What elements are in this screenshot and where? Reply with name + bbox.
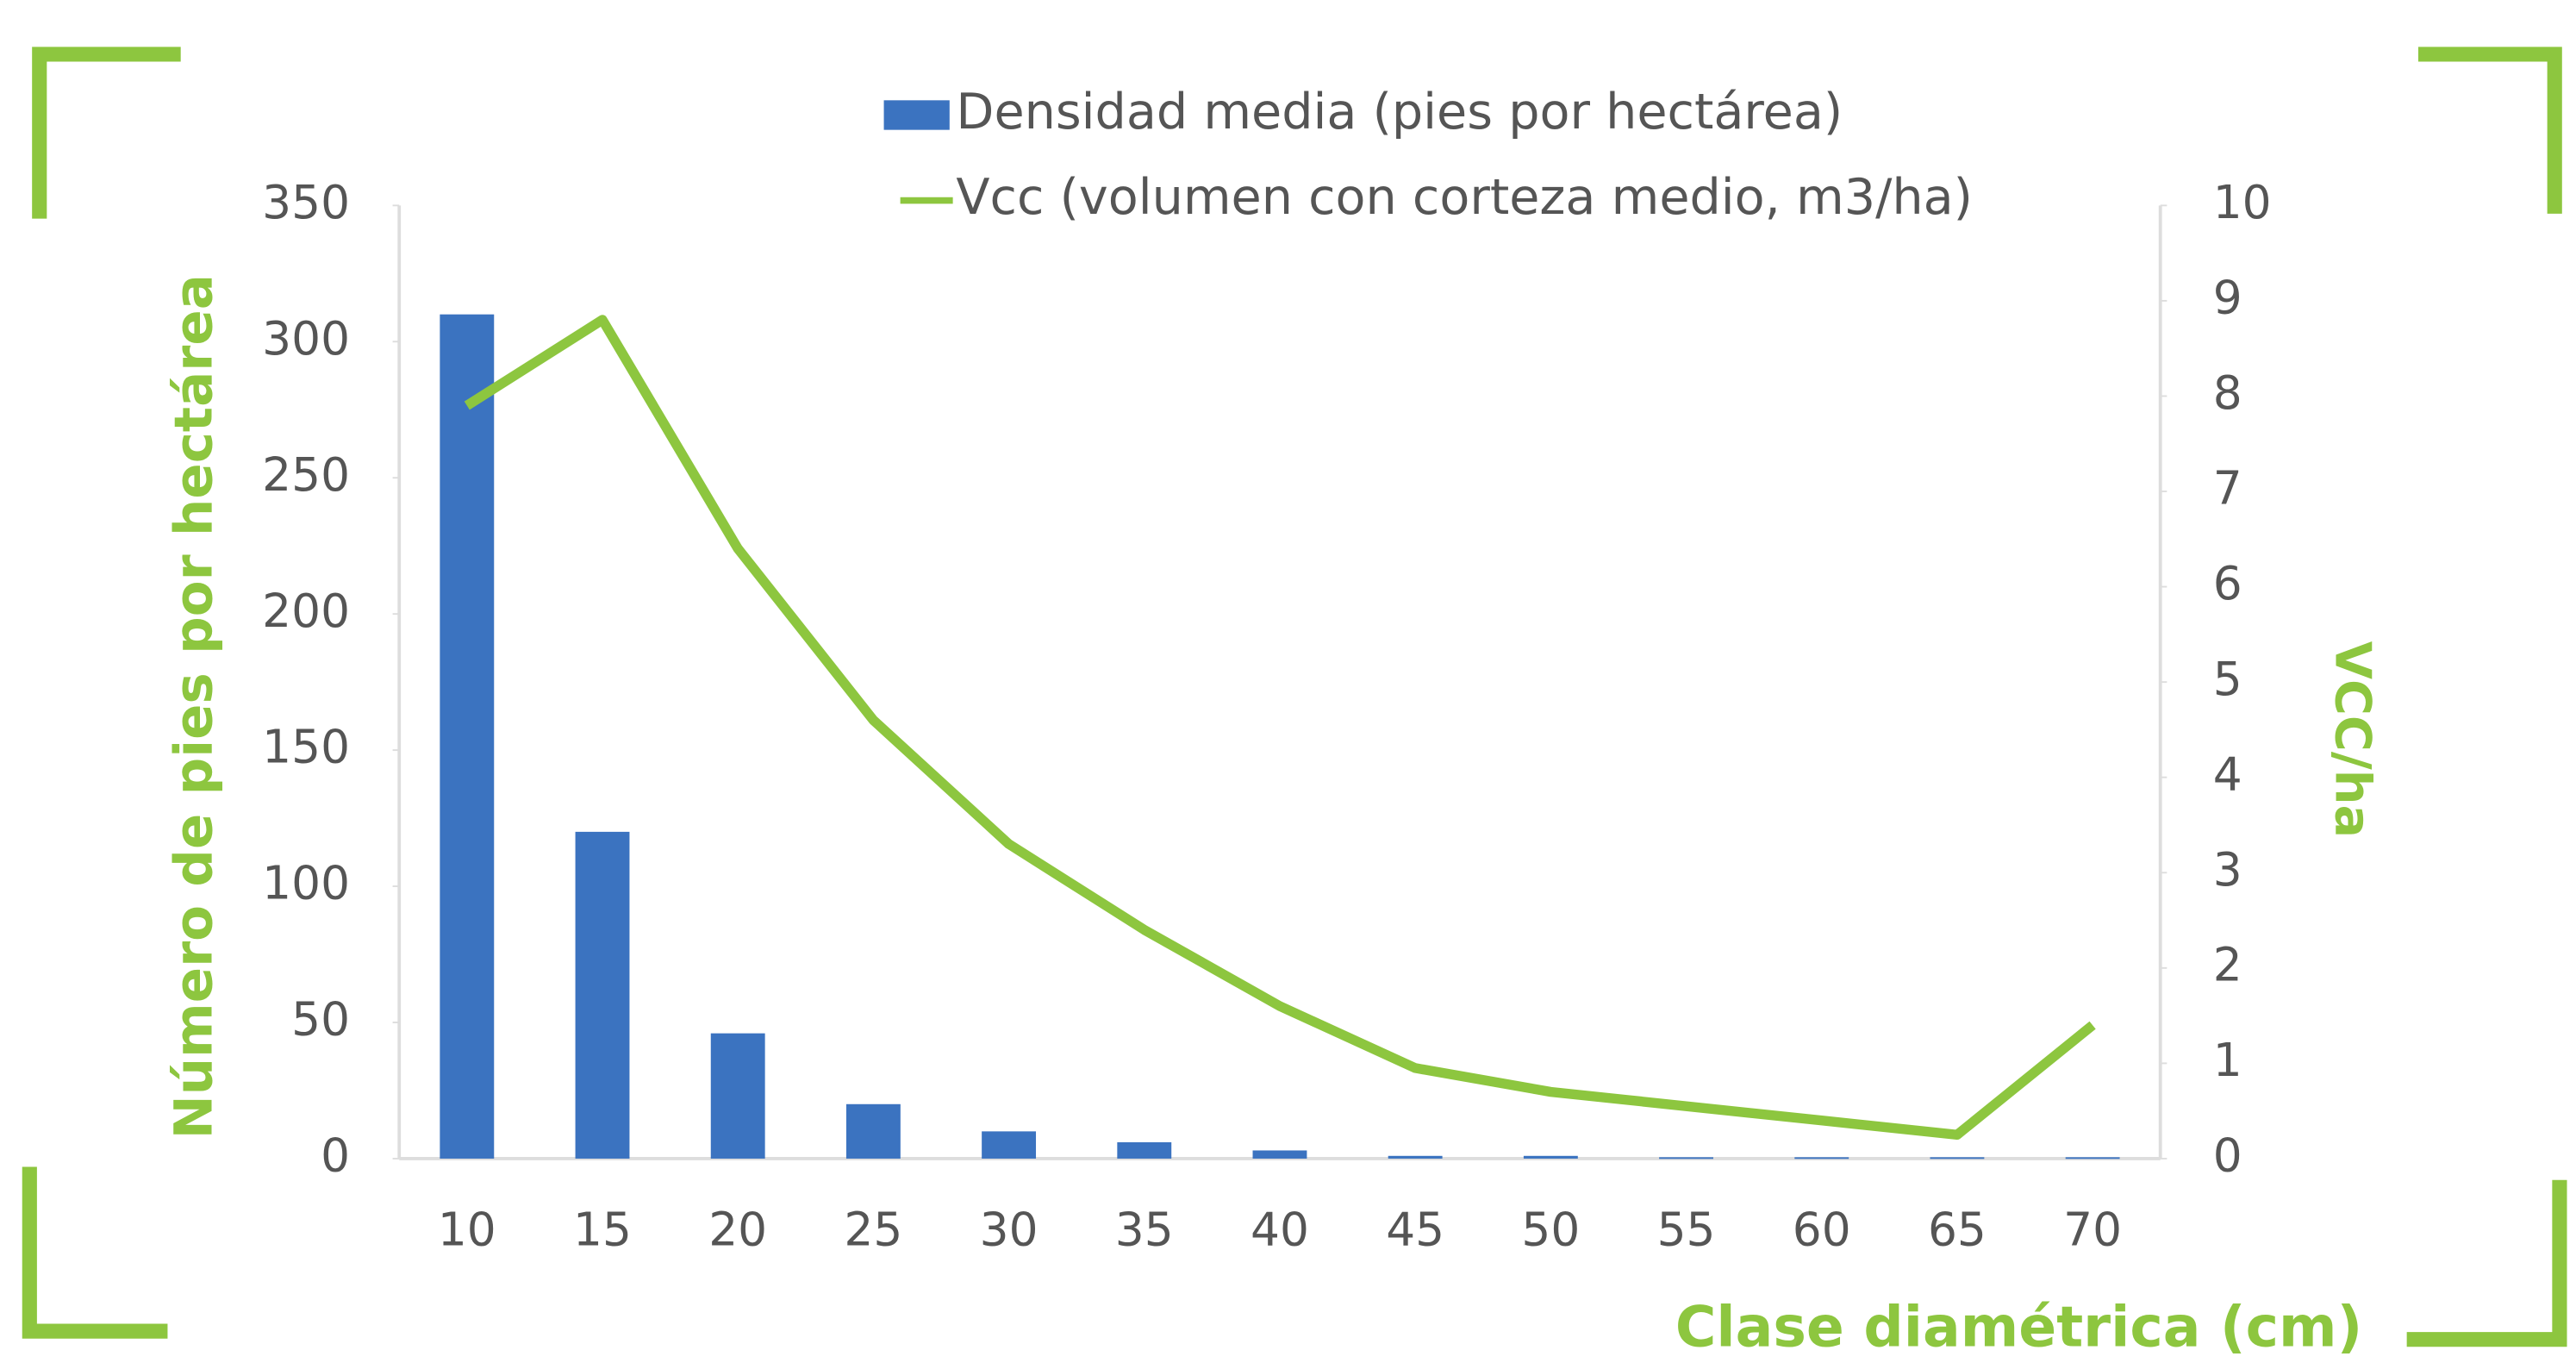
x-tick-label: 70 [2063,1202,2122,1256]
y-tick-label: 50 [291,992,350,1047]
y-tick-label: 200 [262,584,350,638]
y-tick-label: 0 [321,1128,350,1183]
x-tick-label: 15 [573,1202,632,1256]
bar [1523,1155,1578,1159]
legend-swatch [883,100,950,130]
y2-axis-title: VCC/ha [2323,641,2380,838]
y2-tick-label: 10 [2213,175,2272,229]
x-tick-label: 60 [1793,1202,1851,1256]
bar [1659,1157,1713,1160]
bracket [22,1166,168,1339]
y2-tick-label: 0 [2213,1128,2242,1183]
x-tick-label: 55 [1657,1202,1716,1256]
bar [982,1131,1037,1159]
y2-tick-label: 6 [2213,556,2242,610]
bar [2065,1157,2120,1160]
bar [1388,1155,1443,1159]
corner-brackets [22,47,2567,1347]
bar [1930,1157,1985,1160]
x-axis-title: Clase diamétrica (cm) [1675,1296,2362,1360]
bar [845,1103,901,1159]
y2-tick-label: 3 [2213,842,2242,897]
y-tick-label: 150 [262,720,350,774]
bar [575,831,630,1159]
bar [1117,1141,1172,1159]
y2-tick-label: 9 [2213,271,2242,325]
legend-label: Densidad media (pies por hectárea) [956,84,1843,141]
y2-tick-label: 5 [2213,652,2242,706]
x-tick-label: 25 [844,1202,902,1256]
bar [440,314,495,1159]
bracket [2406,1179,2567,1347]
y2-tick-label: 7 [2213,461,2242,516]
y-tick-label: 250 [262,447,350,502]
bracket [2418,47,2562,214]
x-tick-label: 50 [1521,1202,1580,1256]
x-tick-label: 65 [1928,1202,1987,1256]
x-tick-label: 35 [1115,1202,1174,1256]
x-tick-label: 20 [708,1202,767,1256]
bar [1252,1150,1307,1159]
x-tick-label: 40 [1251,1202,1309,1256]
line [464,315,2096,1141]
y2-tick-label: 1 [2213,1033,2242,1087]
y2-tick-label: 2 [2213,937,2242,991]
y2-tick-label: 4 [2213,747,2242,801]
x-tick-label: 45 [1386,1202,1444,1256]
y-tick-label: 300 [262,311,350,366]
legend-label: Vcc (volumen con corteza medio, m3/ha) [956,169,1972,226]
bar [710,1033,765,1159]
bar [1794,1157,1849,1160]
y-tick-label: 350 [262,175,350,229]
y-tick-label: 100 [262,856,350,910]
y-axis-title: Número de pies por hectárea [163,274,224,1139]
x-tick-label: 30 [980,1202,1039,1256]
x-tick-label: 10 [438,1202,496,1256]
y2-tick-label: 8 [2213,366,2242,420]
bracket [32,47,181,219]
